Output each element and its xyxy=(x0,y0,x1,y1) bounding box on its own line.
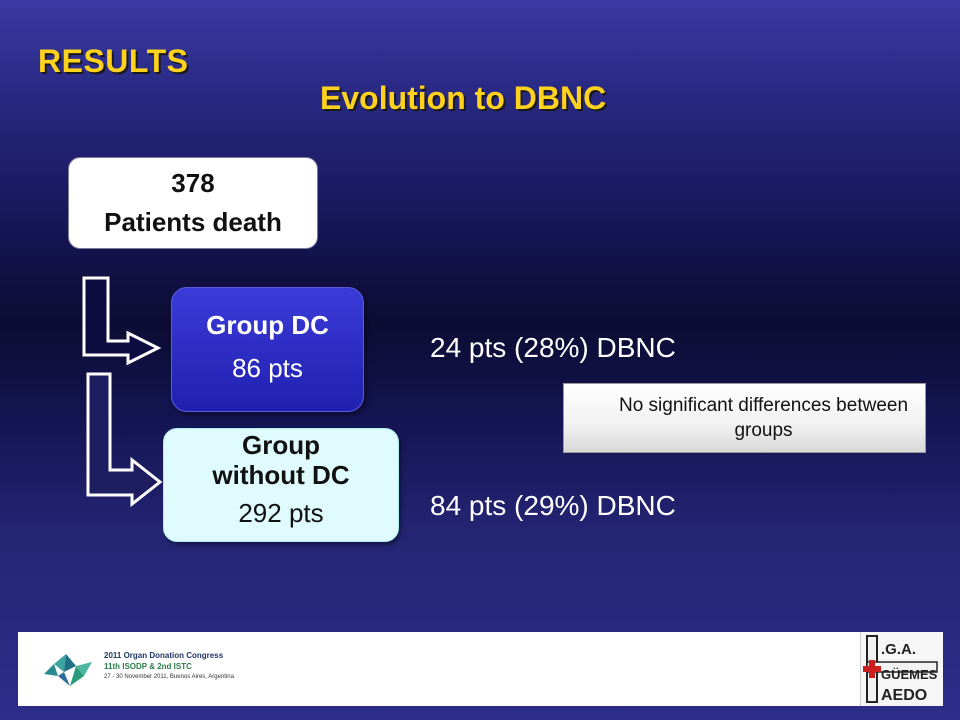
congress-title: 2011 Organ Donation Congress xyxy=(104,651,224,660)
slide-subtitle: Evolution to DBNC xyxy=(320,80,607,116)
congress-date: 27 - 30 November 2011, Buenos Aires, Arg… xyxy=(104,674,234,680)
total-patients-box: 378 Patients death xyxy=(68,157,318,249)
total-label: Patients death xyxy=(104,207,282,237)
congress-info: 2011 Organ Donation Congress 11th ISODP … xyxy=(104,650,234,683)
result-group-no-dc: 84 pts (29%) DBNC xyxy=(430,490,676,521)
group-no-dc-count: 292 pts xyxy=(238,498,324,528)
group-dc-count: 86 pts xyxy=(232,353,303,383)
svg-text:AEDO: AEDO xyxy=(881,687,927,704)
total-count: 378 xyxy=(171,168,215,198)
hospital-logo-icon: .G.A. GÜEMES AEDO xyxy=(863,635,938,704)
arrow-to-group-dc xyxy=(82,276,162,366)
svg-text:GÜEMES: GÜEMES xyxy=(881,667,938,682)
arrow-to-group-no-dc xyxy=(86,372,163,508)
group-dc-box: Group DC 86 pts xyxy=(171,287,364,412)
congress-subtitle: 11th ISODP & 2nd ISTC xyxy=(104,662,192,671)
group-no-dc-label: Group without DC xyxy=(212,430,350,490)
significance-note: No significant differences between group… xyxy=(563,383,926,453)
congress-logo-icon xyxy=(44,654,92,686)
slide-title: RESULTS xyxy=(38,43,189,79)
footer-banner: 2011 Organ Donation Congress 11th ISODP … xyxy=(18,632,943,706)
group-dc-label: Group DC xyxy=(206,310,329,340)
result-group-dc: 24 pts (28%) DBNC xyxy=(430,332,676,363)
hospital-logo: .G.A. GÜEMES AEDO xyxy=(860,632,943,706)
svg-text:.G.A.: .G.A. xyxy=(881,641,916,658)
group-no-dc-box: Group without DC 292 pts xyxy=(163,428,399,542)
